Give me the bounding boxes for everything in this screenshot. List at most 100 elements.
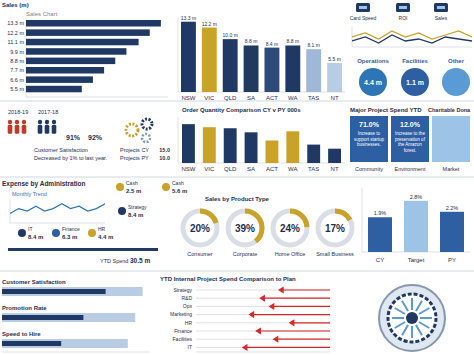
bar — [2, 339, 128, 348]
gear-icon — [142, 119, 152, 129]
plot-area — [26, 20, 161, 92]
tick-label: Strategy — [173, 287, 192, 293]
text-line: businesses. — [357, 142, 381, 147]
label: Increase tosupport startupbusinesses. — [354, 131, 385, 147]
separator — [0, 101, 474, 102]
label: 12.0% — [400, 121, 421, 128]
label: Customer Satisfaction — [34, 147, 88, 153]
person-icon — [15, 125, 20, 134]
data-label: 13.3 m — [181, 15, 196, 21]
kpi-circle — [401, 68, 429, 96]
bar — [368, 217, 392, 252]
arrow — [270, 304, 330, 309]
label: 92% — [88, 134, 103, 141]
label: Cash — [126, 180, 138, 186]
data-label: 8.8 m — [10, 58, 24, 64]
line — [10, 204, 105, 214]
chart-title: Sales by Product Type — [205, 196, 270, 202]
chart-title: Sales Chart — [26, 11, 58, 17]
bar — [26, 29, 150, 36]
axis-line — [352, 47, 472, 48]
arrow — [274, 337, 330, 342]
kpi-value: 1.1 m — [406, 79, 424, 86]
data-label: 24% — [280, 223, 300, 234]
label: Community — [355, 166, 383, 172]
person-icon — [8, 125, 13, 134]
label: 15.0 — [159, 147, 170, 153]
tick-label: HR — [185, 320, 193, 326]
label: Sales — [435, 15, 448, 21]
expense-icon — [162, 183, 170, 191]
label: 30.5 m — [130, 257, 150, 264]
data-label: 5.5 m — [10, 86, 24, 92]
icon — [356, 3, 370, 12]
data-label: 6.6 m — [10, 77, 24, 83]
expense-icon — [118, 207, 126, 215]
bar — [2, 341, 61, 346]
person-icon — [8, 120, 12, 124]
tick-label: Promotion Rate — [2, 305, 47, 311]
tick-label: QLD — [224, 166, 237, 172]
text-line: forest. — [404, 148, 417, 153]
bar — [26, 58, 115, 65]
bar — [440, 212, 464, 252]
label: Card Speed — [350, 15, 377, 21]
data-label: 17% — [325, 223, 345, 234]
separator — [0, 271, 474, 272]
bar — [223, 39, 238, 92]
tick-label: Finance — [174, 328, 192, 334]
donut-track — [318, 211, 352, 245]
text-line: the Amazon — [398, 142, 422, 147]
label: IT — [28, 226, 32, 232]
arrow — [250, 312, 330, 317]
bar — [306, 49, 321, 92]
gauge-spoke — [419, 322, 429, 328]
kpi-circle — [359, 68, 387, 96]
separator — [0, 177, 474, 178]
data-label: 8.8 m — [245, 38, 258, 44]
decor-bar — [8, 248, 158, 251]
expense-icon — [52, 229, 60, 237]
data-label: 11.1 m — [8, 39, 25, 45]
tick-label: R&D — [181, 295, 192, 301]
label: Finance — [62, 226, 80, 232]
person-icon — [45, 125, 50, 134]
person-icon — [15, 120, 19, 124]
tick-label: SA — [247, 166, 255, 172]
label: Market — [443, 166, 460, 172]
label: HR — [98, 226, 106, 232]
arrow — [279, 288, 330, 293]
person-icon — [38, 125, 43, 134]
tick-label: Facilities — [173, 336, 193, 342]
bar — [404, 201, 428, 252]
data-label: 12.2 m — [202, 21, 217, 27]
text-line: preservation of — [395, 137, 426, 142]
bar — [244, 45, 259, 92]
kpi-value: 4.4 m — [364, 79, 382, 86]
label: Projects CY — [120, 147, 149, 153]
label: 2018-19 — [8, 109, 28, 115]
label: 71.0% — [359, 121, 380, 128]
tick-label: SA — [247, 95, 255, 101]
person-icon — [38, 120, 42, 124]
kpi-box — [391, 116, 429, 162]
gauge-hub — [406, 312, 418, 324]
bar — [26, 76, 93, 83]
icon — [434, 3, 448, 12]
tick-label: Ops — [183, 303, 193, 309]
data-label: 8.4 m — [266, 41, 279, 47]
bar — [286, 131, 299, 163]
tick-label: ACT — [266, 166, 278, 172]
axis-line — [26, 97, 168, 98]
plot-area — [181, 22, 342, 92]
arrow — [260, 296, 330, 301]
tick-label: WA — [288, 166, 297, 172]
tick-label: VIC — [204, 166, 215, 172]
label: Expense by Administration — [2, 180, 86, 188]
bar — [182, 124, 195, 163]
label: Other — [448, 58, 465, 64]
dashboard: Sales (m)Sales Chart13.3 m12.2 m11.1 m9.… — [0, 0, 474, 355]
gauge-spoke — [419, 308, 429, 314]
label: 8.4 m — [28, 234, 43, 240]
donut-track — [228, 211, 262, 245]
